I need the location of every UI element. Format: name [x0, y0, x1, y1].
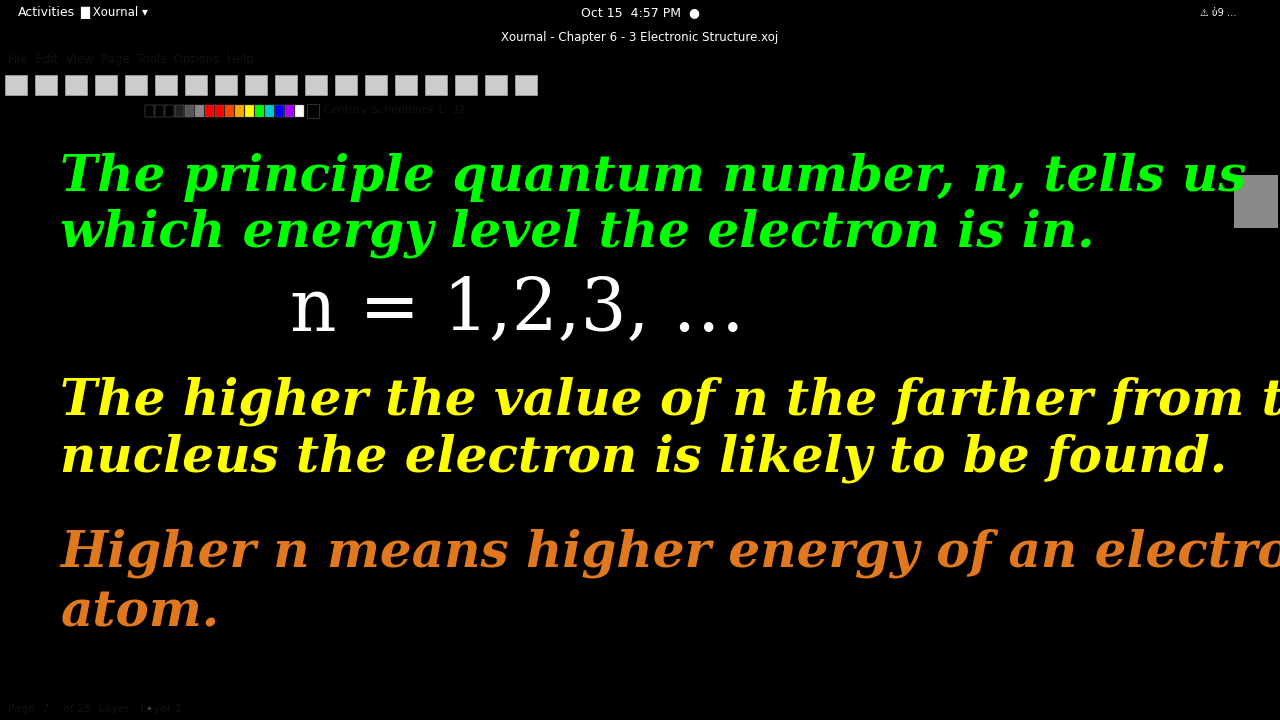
Text: •: •: [145, 703, 151, 714]
Bar: [186, 105, 195, 117]
Bar: [35, 75, 58, 95]
Bar: [155, 75, 177, 95]
Bar: [155, 105, 164, 117]
Bar: [255, 105, 264, 117]
Text: Page  7    of 25  Layer:  Layer 1: Page 7 of 25 Layer: Layer 1: [8, 703, 182, 714]
Text: Xournal - Chapter 6 - 3 Electronic Structure.xoj: Xournal - Chapter 6 - 3 Electronic Struc…: [502, 31, 778, 44]
Bar: [165, 105, 174, 117]
Bar: [1234, 175, 1277, 228]
Bar: [125, 75, 147, 95]
Bar: [215, 105, 224, 117]
Bar: [425, 75, 447, 95]
Bar: [225, 105, 234, 117]
Bar: [145, 105, 154, 117]
Text: █ Xournal ▾: █ Xournal ▾: [79, 6, 148, 19]
Bar: [175, 105, 184, 117]
Bar: [515, 75, 538, 95]
Text: n = 1,2,3, …: n = 1,2,3, …: [291, 276, 745, 346]
Bar: [195, 105, 204, 117]
Bar: [275, 105, 284, 117]
Bar: [5, 75, 27, 95]
Bar: [396, 75, 417, 95]
Text: The higher the value of n the farther from the: The higher the value of n the farther fr…: [60, 377, 1280, 426]
Bar: [236, 105, 244, 117]
Text: which energy level the electron is in.: which energy level the electron is in.: [60, 208, 1094, 258]
Bar: [215, 75, 237, 95]
Bar: [186, 75, 207, 95]
Text: Century Schoolbook L  32: Century Schoolbook L 32: [323, 105, 466, 115]
Bar: [307, 104, 319, 118]
Text: Higher n means higher energy of an electron in an: Higher n means higher energy of an elect…: [60, 528, 1280, 577]
Text: nucleus the electron is likely to be found.: nucleus the electron is likely to be fou…: [60, 433, 1228, 482]
Bar: [65, 75, 87, 95]
Text: Oct 15  4:57 PM  ●: Oct 15 4:57 PM ●: [581, 6, 699, 19]
Bar: [275, 75, 297, 95]
Text: Activities: Activities: [18, 6, 76, 19]
Bar: [365, 75, 387, 95]
Bar: [205, 105, 214, 117]
Bar: [454, 75, 477, 95]
Bar: [95, 75, 116, 95]
Bar: [244, 75, 268, 95]
Text: The principle quantum number, n, tells us: The principle quantum number, n, tells u…: [60, 153, 1247, 202]
Text: atom.: atom.: [60, 588, 219, 637]
Bar: [244, 105, 253, 117]
Bar: [294, 105, 305, 117]
Bar: [335, 75, 357, 95]
Bar: [305, 75, 326, 95]
Text: ⚠ ὐ9 …: ⚠ ὐ9 …: [1201, 8, 1236, 18]
Text: File  Edit  View  Page  Tools  Options  Help: File Edit View Page Tools Options Help: [8, 53, 253, 66]
Bar: [265, 105, 274, 117]
Bar: [285, 105, 294, 117]
Bar: [485, 75, 507, 95]
